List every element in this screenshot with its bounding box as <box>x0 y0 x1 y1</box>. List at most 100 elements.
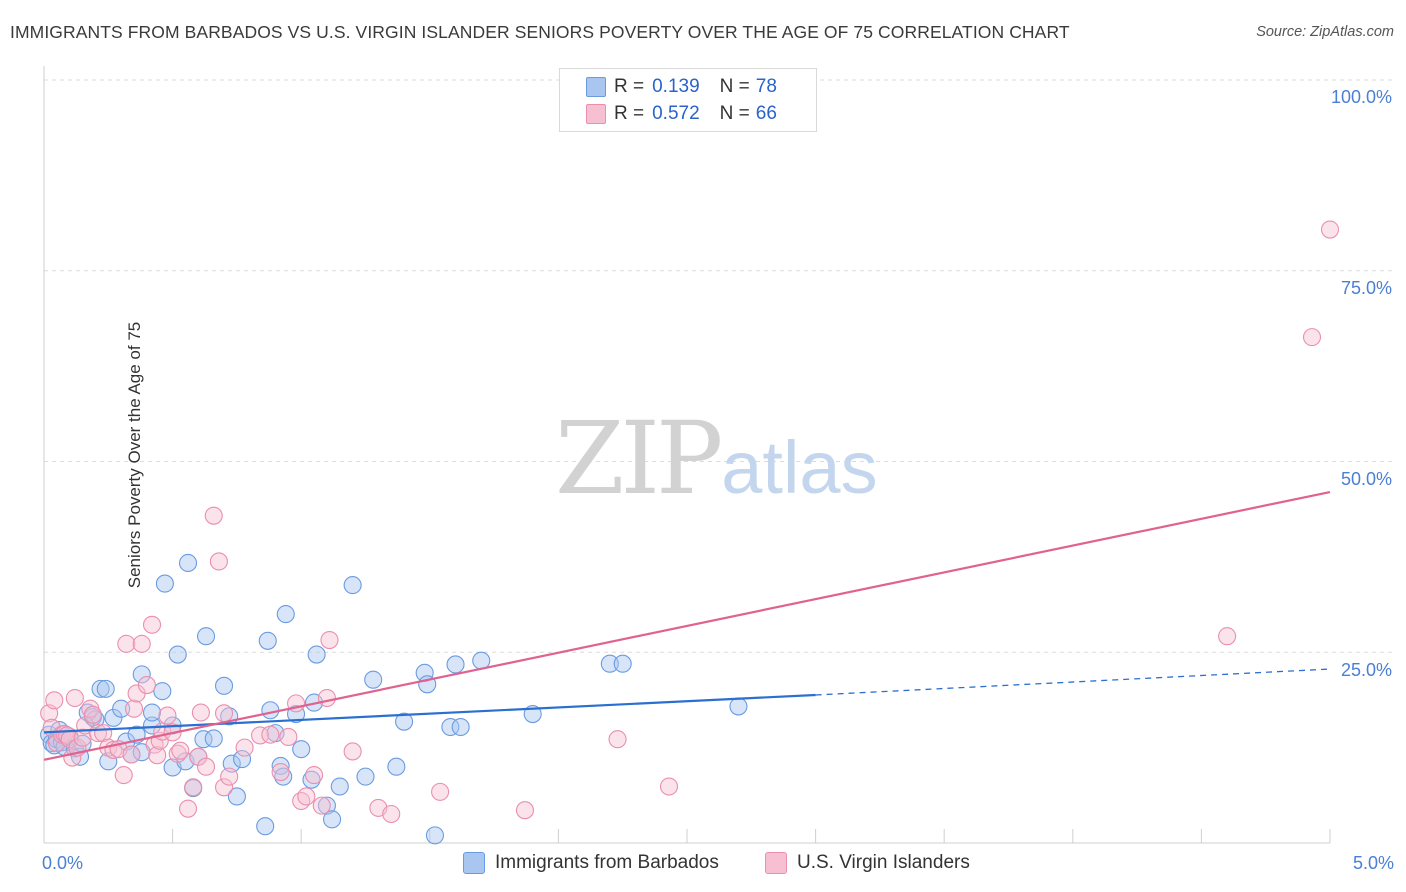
trend-line-pink <box>43 490 1331 761</box>
point-barbados <box>364 670 383 689</box>
point-barbados <box>330 777 349 796</box>
chart-title: IMMIGRANTS FROM BARBADOS VS U.S. VIRGIN … <box>10 22 1070 42</box>
point-barbados <box>227 787 246 806</box>
point-virgin-islanders <box>171 741 190 760</box>
trend-line-blue <box>43 693 816 734</box>
point-virgin-islanders <box>343 742 362 761</box>
legend-swatch-pink <box>586 104 606 124</box>
point-barbados <box>425 826 444 845</box>
y-axis-label: Seniors Poverty Over the Age of 75 <box>125 321 145 589</box>
point-virgin-islanders <box>132 634 151 653</box>
point-barbados <box>451 717 470 737</box>
point-virgin-islanders <box>312 796 331 815</box>
point-virgin-islanders <box>196 757 216 776</box>
legend-swatch-pink <box>765 852 787 874</box>
x-tick-label-max: 5.0% <box>1352 853 1394 873</box>
trend-line-extension-blue <box>815 668 1331 696</box>
y-tick-label-75: 75.0% <box>1340 278 1392 298</box>
point-barbados <box>446 655 465 674</box>
point-barbados <box>356 767 375 786</box>
point-virgin-islanders <box>168 744 187 763</box>
point-virgin-islanders <box>158 706 177 725</box>
point-virgin-islanders <box>220 767 239 786</box>
point-barbados <box>261 701 280 720</box>
point-virgin-islanders <box>250 726 270 745</box>
point-barbados <box>323 810 342 829</box>
point-virgin-islanders <box>261 725 280 744</box>
data-points <box>40 220 1340 845</box>
legend-item-virgin-islanders: U.S. Virgin Islanders <box>765 852 970 874</box>
point-barbados <box>613 654 632 673</box>
point-virgin-islanders <box>189 747 208 766</box>
point-barbados <box>307 645 326 664</box>
point-barbados <box>178 553 198 573</box>
point-barbados <box>729 697 748 716</box>
point-virgin-islanders <box>117 634 136 653</box>
trend-lines <box>43 490 1331 761</box>
point-barbados <box>214 676 234 695</box>
point-barbados <box>292 740 311 759</box>
point-virgin-islanders <box>142 615 162 634</box>
point-virgin-islanders <box>122 745 141 764</box>
point-barbados <box>258 631 277 650</box>
point-virgin-islanders <box>1302 328 1322 347</box>
point-virgin-islanders <box>214 778 234 797</box>
point-virgin-islanders <box>320 630 339 650</box>
point-virgin-islanders <box>1218 627 1237 646</box>
point-virgin-islanders <box>515 801 535 820</box>
axes <box>43 66 1331 844</box>
point-virgin-islanders <box>124 699 144 718</box>
point-barbados <box>600 654 619 673</box>
point-barbados <box>91 679 110 698</box>
legend-item-barbados: Immigrants from Barbados <box>463 852 719 874</box>
point-barbados <box>196 627 216 646</box>
point-barbados <box>204 729 223 748</box>
point-virgin-islanders <box>214 704 234 723</box>
legend-row-virgin-islanders: R = 0.572 N = 66 <box>586 102 777 126</box>
y-tick-label-100: 100.0% <box>1330 87 1392 107</box>
correlation-legend: R = 0.139 N = 78 R = 0.572 N = 66 <box>559 68 817 132</box>
point-virgin-islanders <box>317 688 336 708</box>
y-tick-label-50: 50.0% <box>1340 469 1392 489</box>
point-virgin-islanders <box>235 738 254 757</box>
point-virgin-islanders <box>65 688 84 708</box>
legend-swatch-blue <box>586 77 606 97</box>
point-virgin-islanders <box>608 730 627 749</box>
point-virgin-islanders <box>184 778 203 797</box>
y-tick-label-25: 25.0% <box>1340 660 1392 680</box>
point-barbados <box>287 705 306 724</box>
point-virgin-islanders <box>382 804 401 824</box>
point-barbados <box>395 712 414 731</box>
point-barbados <box>232 750 252 769</box>
point-barbados <box>104 708 123 727</box>
legend-row-barbados: R = 0.139 N = 78 <box>586 75 777 99</box>
point-virgin-islanders <box>659 777 679 796</box>
grid-lines <box>44 79 1392 653</box>
point-virgin-islanders <box>148 746 167 765</box>
point-barbados <box>276 605 295 624</box>
point-barbados <box>194 730 213 749</box>
point-virgin-islanders <box>83 705 102 724</box>
point-barbados <box>343 576 362 595</box>
point-barbados <box>317 796 336 815</box>
point-virgin-islanders <box>279 727 298 746</box>
point-barbados <box>168 645 187 664</box>
point-barbados <box>132 665 151 684</box>
point-barbados <box>441 717 460 737</box>
point-barbados <box>271 756 290 775</box>
point-barbados <box>256 817 275 836</box>
point-virgin-islanders <box>1320 220 1340 239</box>
point-barbados <box>142 716 162 735</box>
point-virgin-islanders <box>271 762 290 782</box>
point-barbados <box>142 703 162 722</box>
point-barbados <box>112 699 131 718</box>
legend-swatch-blue <box>463 852 485 874</box>
point-barbados <box>99 752 118 771</box>
point-virgin-islanders <box>178 799 198 818</box>
point-virgin-islanders <box>305 766 324 785</box>
point-virgin-islanders <box>137 676 156 695</box>
point-barbados <box>96 679 115 698</box>
point-virgin-islanders <box>297 787 316 806</box>
point-virgin-islanders <box>191 703 210 722</box>
watermark: ZIPatlas <box>555 400 878 517</box>
